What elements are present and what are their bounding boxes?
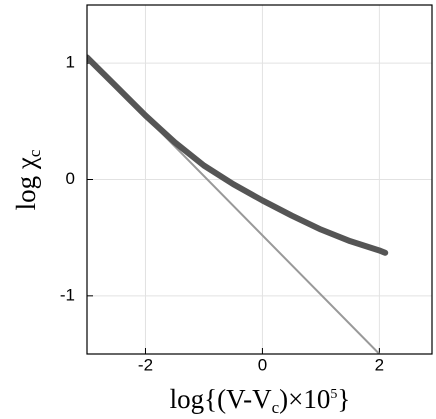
y-tick-label: -1	[60, 285, 75, 304]
y-label-part: log χ	[11, 157, 41, 210]
y-axis-label: log χc	[11, 149, 44, 210]
x-label-part: c	[272, 398, 280, 417]
x-label-part: )×10	[279, 384, 330, 414]
x-tick-label: -2	[138, 355, 153, 374]
y-tick-label: 1	[66, 53, 75, 72]
x-tick-label: 2	[375, 355, 384, 374]
y-label-part: c	[25, 149, 44, 157]
plot-frame	[86, 4, 433, 355]
series-line	[87, 54, 389, 256]
y-tick-label: 0	[66, 169, 75, 188]
x-tick-label: 0	[258, 355, 267, 374]
x-axis-label: log{(V-Vc)×105}	[170, 384, 351, 417]
x-label-part: 5	[330, 387, 337, 402]
x-label-part: }	[337, 384, 350, 414]
x-label-part: log{(V-V	[170, 384, 272, 414]
